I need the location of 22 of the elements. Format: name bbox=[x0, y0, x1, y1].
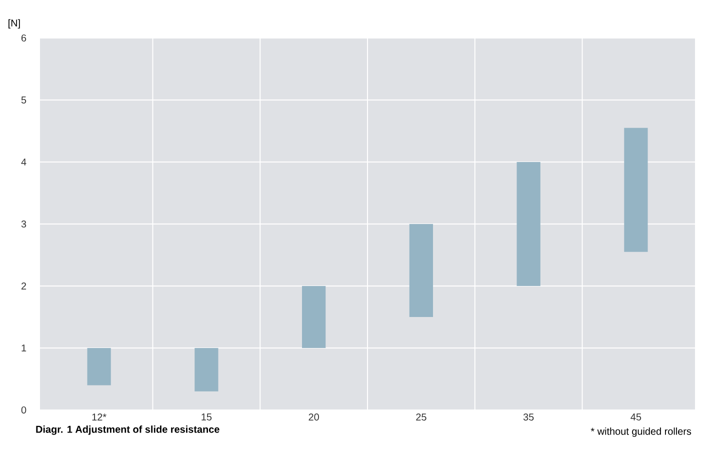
bar bbox=[87, 348, 111, 386]
y-tick-label: 1 bbox=[22, 344, 26, 352]
y-tick-label: 6 bbox=[21, 34, 26, 42]
x-tick-label: 12* bbox=[92, 414, 106, 420]
x-tick-label: 35 bbox=[523, 414, 534, 421]
y-tick-label: 0 bbox=[21, 406, 26, 414]
bar bbox=[409, 224, 434, 317]
x-tick-label: 25 bbox=[416, 414, 426, 421]
x-tick-label: 15 bbox=[202, 414, 212, 420]
x-tick-label: 20 bbox=[308, 414, 319, 421]
y-tick-label: 2 bbox=[21, 282, 26, 290]
y-axis-title: [N] bbox=[8, 19, 20, 28]
y-tick-label: 5 bbox=[21, 96, 26, 104]
bar bbox=[194, 348, 218, 392]
y-tick-label: 4 bbox=[21, 158, 26, 166]
x-tick-label: 45 bbox=[630, 414, 642, 420]
bar bbox=[302, 286, 326, 348]
text: Diagr. 1 Adjustment of slide resistance bbox=[36, 426, 220, 435]
bar bbox=[516, 162, 540, 286]
y-tick-label: 3 bbox=[21, 220, 26, 228]
bar bbox=[624, 128, 648, 252]
text: * without guided rollers bbox=[590, 428, 692, 437]
